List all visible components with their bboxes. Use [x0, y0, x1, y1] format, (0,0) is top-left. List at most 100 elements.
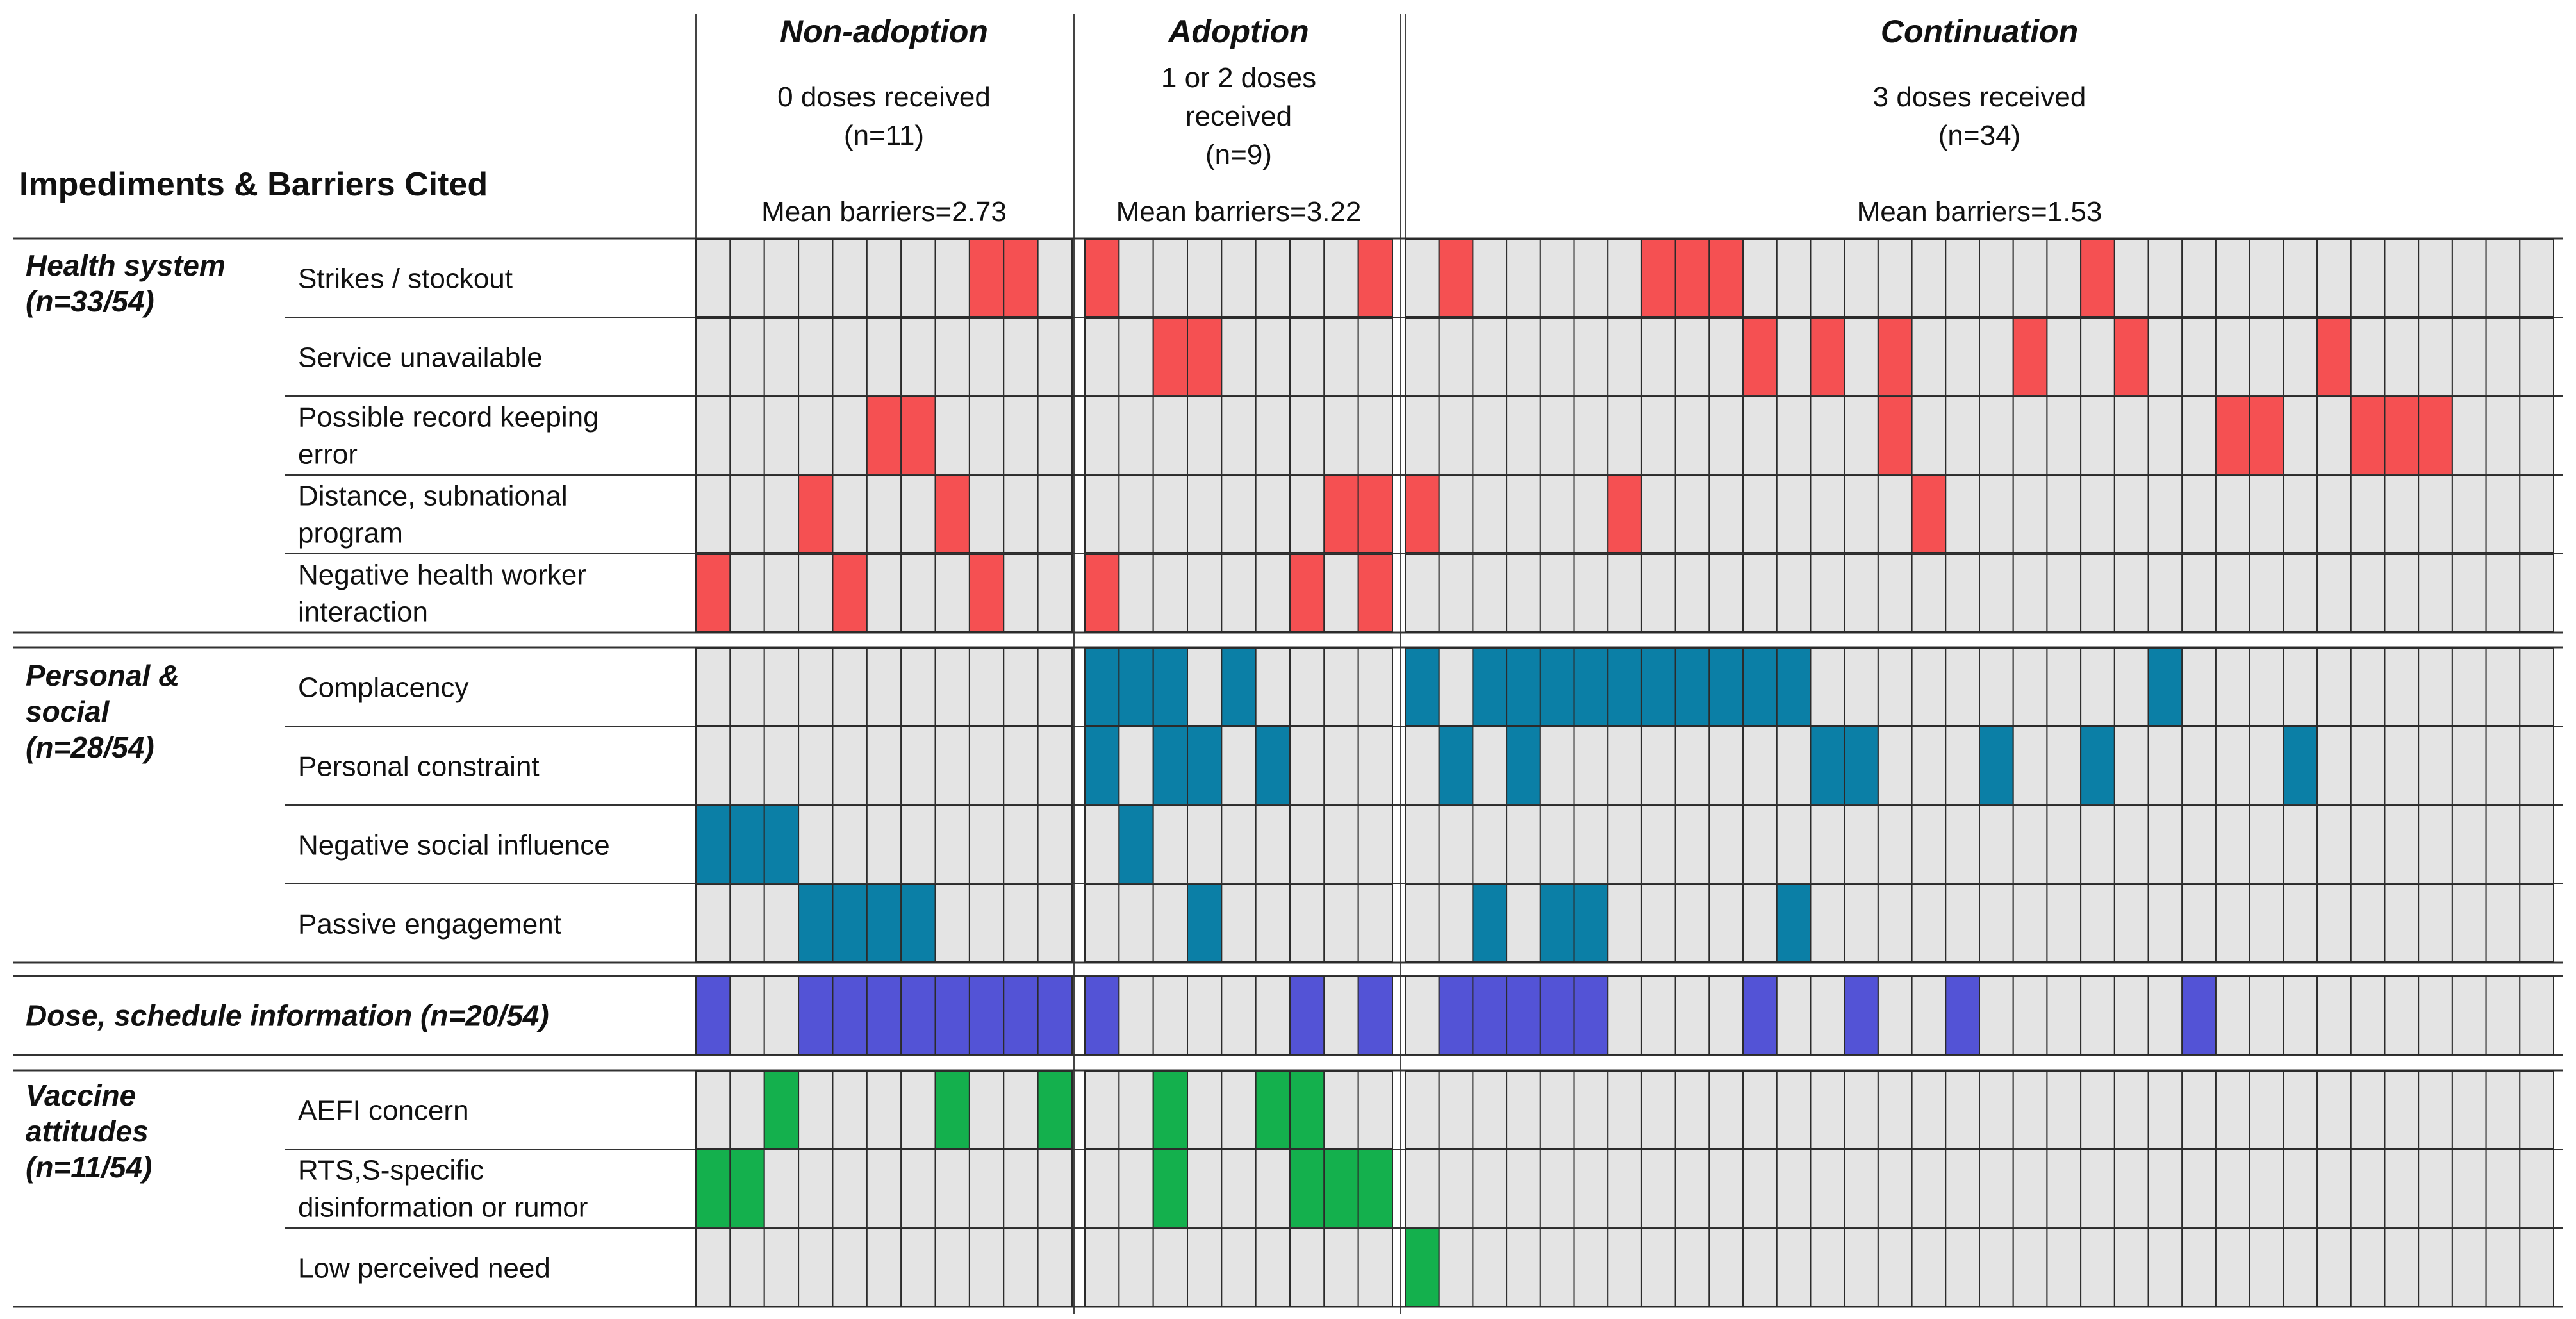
barrier-cell-empty — [1438, 554, 1474, 633]
barrier-cell-empty — [2418, 647, 2453, 726]
barrier-cell-empty — [1911, 647, 1947, 726]
barrier-cell-empty — [968, 726, 1005, 805]
barrier-cell-empty — [2350, 647, 2386, 726]
barrier-cell-marked — [1084, 238, 1120, 317]
barrier-cell-empty — [1573, 1149, 1609, 1228]
barrier-cell-empty — [1776, 396, 1812, 475]
barrier-cell-empty — [1911, 1149, 1947, 1228]
barrier-cell-empty — [763, 238, 800, 317]
barrier-cell-empty — [1539, 554, 1575, 633]
barrier-cell-empty — [1776, 726, 1812, 805]
barrier-cell-empty — [1708, 805, 1744, 884]
barrier-cell-empty — [1187, 475, 1223, 554]
barrier-cell-empty — [2181, 238, 2217, 317]
barrier-cell-marked — [1776, 647, 1812, 726]
barrier-cell-empty — [1844, 1149, 1879, 1228]
barrier-cell-empty — [2012, 1070, 2048, 1149]
barrier-cell-empty — [1776, 475, 1812, 554]
barrier-cell-empty — [2012, 238, 2048, 317]
barrier-cell-empty — [1877, 238, 1913, 317]
barrier-cell-marked — [1323, 475, 1359, 554]
barrier-cell-empty — [1438, 1070, 1474, 1149]
row-label-3-0: AEFI concern — [298, 1095, 469, 1127]
barrier-cell-empty — [2181, 1149, 2217, 1228]
barrier-cell-empty — [1607, 805, 1642, 884]
barrier-cell-marked — [1438, 726, 1474, 805]
barrier-cell-empty — [2181, 1070, 2217, 1149]
barrier-cell-empty — [1221, 976, 1257, 1055]
barrier-cell-empty — [2215, 1070, 2250, 1149]
barrier-cell-empty — [1221, 1070, 1257, 1149]
barrier-cell-empty — [1573, 475, 1609, 554]
barrier-cell-empty — [1640, 976, 1676, 1055]
barrier-cell-empty — [2147, 726, 2183, 805]
barrier-cell-empty — [1003, 554, 1039, 633]
barrier-cell-empty — [1506, 884, 1541, 963]
barrier-cell-empty — [2113, 1149, 2149, 1228]
barrier-cell-empty — [763, 884, 800, 963]
barrier-cell-empty — [2080, 1070, 2115, 1149]
barrier-cell-marked — [968, 554, 1005, 633]
barrier-cell-empty — [1506, 396, 1541, 475]
barrier-cell-empty — [934, 647, 970, 726]
barrier-cell-empty — [1255, 884, 1291, 963]
barrier-cell-empty — [1289, 726, 1325, 805]
barrier-cell-empty — [1810, 805, 1845, 884]
barrier-cell-marked — [1708, 647, 1744, 726]
barrier-cell-marked — [2316, 317, 2352, 396]
barrier-cell-empty — [2485, 884, 2521, 963]
barrier-cell-empty — [1118, 475, 1154, 554]
barrier-cell-empty — [2080, 317, 2115, 396]
barrier-cell-empty — [2181, 647, 2217, 726]
barrier-cell-empty — [729, 475, 765, 554]
barrier-cell-marked — [832, 976, 868, 1055]
barrier-cell-empty — [1810, 1070, 1845, 1149]
barrier-cell-empty — [1438, 647, 1474, 726]
barrier-cell-empty — [968, 396, 1005, 475]
barrier-cell-empty — [1776, 1228, 1812, 1307]
barrier-cell-empty — [1708, 726, 1744, 805]
barrier-cell-empty — [1084, 805, 1120, 884]
barrier-cell-empty — [2147, 554, 2183, 633]
barrier-cell-empty — [2384, 647, 2420, 726]
barrier-cell-empty — [1405, 396, 1440, 475]
barrier-cell-empty — [1810, 976, 1845, 1055]
barrier-cell-empty — [2249, 726, 2284, 805]
barrier-cell-marked — [1742, 317, 1778, 396]
barrier-cell-empty — [1810, 475, 1845, 554]
barrier-cell-empty — [2519, 726, 2555, 805]
barrier-cell-empty — [1187, 1070, 1223, 1149]
barrier-cell-empty — [695, 647, 731, 726]
barrier-cell-marked — [1911, 475, 1947, 554]
barrier-cell-empty — [1810, 647, 1845, 726]
barrier-cell-empty — [2046, 317, 2082, 396]
barrier-cell-empty — [1003, 396, 1039, 475]
barrier-cell-empty — [1084, 317, 1120, 396]
barrier-cell-empty — [2485, 475, 2521, 554]
barrier-cell-marked — [1255, 726, 1291, 805]
barrier-cell-empty — [832, 726, 868, 805]
barrier-cell-empty — [1221, 554, 1257, 633]
barrier-cell-empty — [934, 1228, 970, 1307]
barrier-cell-empty — [1607, 238, 1642, 317]
barrier-cell-empty — [2283, 317, 2318, 396]
barrier-cell-empty — [1152, 475, 1188, 554]
barrier-cell-marked — [968, 238, 1005, 317]
barrier-cell-empty — [1289, 1228, 1325, 1307]
barrier-cell-empty — [2451, 884, 2487, 963]
barrier-cell-empty — [2350, 1228, 2386, 1307]
barrier-cell-empty — [1877, 647, 1913, 726]
barrier-cell-empty — [1506, 1228, 1541, 1307]
barrier-cell-empty — [729, 1228, 765, 1307]
barrier-cell-marked — [832, 884, 868, 963]
barrier-cell-empty — [968, 647, 1005, 726]
barrier-cell-empty — [695, 884, 731, 963]
barrier-cell-empty — [866, 726, 902, 805]
barrier-cell-marked — [968, 976, 1005, 1055]
barrier-cell-empty — [832, 396, 868, 475]
barrier-cell-marked — [1323, 1149, 1359, 1228]
barrier-cell-empty — [1323, 396, 1359, 475]
barrier-cell-marked — [1187, 884, 1223, 963]
barrier-cell-empty — [695, 238, 731, 317]
barrier-cell-empty — [900, 1149, 936, 1228]
